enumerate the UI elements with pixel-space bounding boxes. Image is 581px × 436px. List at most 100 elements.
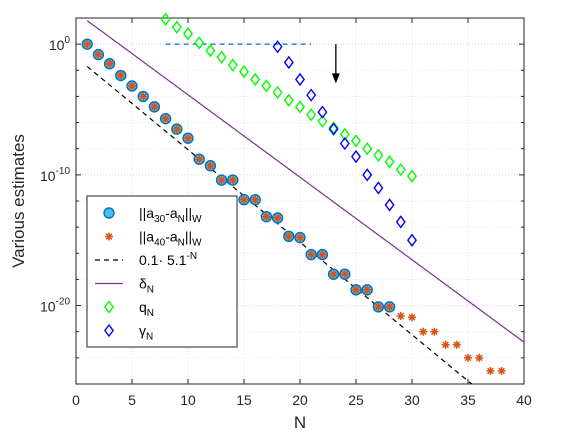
data-point-a40 [307,250,316,259]
legend-marker-a30 [103,207,115,219]
x-axis-label: N [294,413,306,432]
legend-entry-a30: ||a30-aN||W [103,205,202,225]
x-tick-label: 5 [128,392,136,408]
legend-entry-delta: δN [95,276,154,296]
data-point-a40 [262,212,271,221]
x-tick-label: 30 [404,392,420,408]
asterisk-stroke [307,251,315,258]
asterisk-stroke [498,367,505,375]
data-point-a40 [296,233,304,242]
legend-entry-q: qN [104,299,154,319]
legend-label-a30: ||a30-aN||W [139,205,202,225]
x-tick-label: 15 [236,392,252,408]
data-point-q [407,169,417,183]
data-point-a40 [374,302,383,311]
tick-labels: 0 5 10 15 20 25 30 35 40 100 10-10 10-20 [40,35,532,408]
data-point-a40 [105,59,114,68]
data-point-a40 [475,353,484,362]
asterisk-stroke [251,196,259,204]
legend-marker-q [104,300,114,314]
asterisk-stroke [285,232,293,240]
data-point-q [261,79,272,93]
asterisk-stroke [139,93,147,100]
asterisk-stroke [464,354,472,362]
asterisk-stroke [274,214,281,222]
asterisk-stroke [263,213,270,221]
data-point-q [317,114,328,128]
data-point-q [183,27,193,41]
data-point-a40 [172,125,181,134]
legend-entry-ref: 0.1· 5.1-N [95,251,197,268]
x-tick-label: 40 [516,392,532,408]
asterisk-stroke [95,51,102,58]
data-point-a40 [217,176,226,185]
asterisk-stroke [375,303,382,311]
asterisk-stroke [184,134,192,142]
legend: ||a30-aN||W ||a40-aN||W 0.1· 5.1-N δN qN γN [86,195,238,348]
asterisk-stroke [363,286,371,294]
legend-label-q: qN [139,299,154,319]
asterisk-stroke [341,270,349,278]
series-markers [81,12,506,375]
data-point-a40 [396,312,405,321]
data-point-a40 [116,71,125,80]
data-point-q [171,20,182,34]
asterisk-stroke [453,341,461,349]
data-point-q [194,36,205,50]
asterisk-stroke [475,354,483,362]
asterisk-stroke [229,176,237,184]
annotations [331,44,340,84]
x-tick-label: 10 [180,392,196,408]
data-point-a40 [352,285,360,294]
data-point-q [250,72,261,87]
data-point-a40 [497,366,506,375]
asterisk-stroke [106,60,113,68]
data-point-a40 [441,340,450,349]
asterisk-stroke [195,155,203,163]
data-point-a40 [94,50,103,59]
data-point-a40 [273,213,282,222]
data-point-q [306,108,317,122]
data-point-a40 [452,340,461,349]
data-point-q [373,148,384,162]
asterisk-stroke [105,233,113,240]
data-point-a40 [228,176,237,185]
asterisk-stroke [162,115,169,123]
data-point-gamma [306,88,317,102]
data-point-gamma [407,233,417,247]
asterisk-stroke [128,82,136,90]
x-tick-label: 0 [72,392,80,408]
legend-marker-a40 [105,232,113,241]
data-point-a40 [139,92,148,101]
legend-box [86,195,238,348]
asterisk-stroke [419,328,427,336]
asterisk-stroke [352,286,360,294]
data-point-gamma [317,105,328,119]
asterisk-stroke [487,367,494,375]
data-point-gamma [295,72,305,87]
data-point-a40 [128,81,136,90]
data-point-gamma [339,136,350,151]
data-point-gamma [272,40,283,54]
legend-label-ref: 0.1· 5.1-N [139,251,197,268]
data-point-q [295,100,305,114]
legend-marker-gamma [104,323,114,338]
data-point-q [351,134,361,148]
asterisk-stroke [397,312,405,320]
data-point-q [239,64,249,79]
data-point-q [328,121,339,135]
data-point-q [384,155,395,169]
data-point-q [205,44,216,58]
data-point-gamma [395,215,406,229]
data-point-a40 [340,270,349,279]
asterisk-stroke [173,125,181,133]
data-point-a40 [419,327,428,336]
asterisk-stroke [386,303,393,311]
data-point-q [339,127,350,142]
data-point-a40 [161,114,170,123]
series-line-ref [86,66,473,384]
data-point-a40 [464,353,472,362]
asterisk-stroke [408,313,416,321]
asterisk-stroke [151,103,158,111]
asterisk-stroke [240,196,248,204]
